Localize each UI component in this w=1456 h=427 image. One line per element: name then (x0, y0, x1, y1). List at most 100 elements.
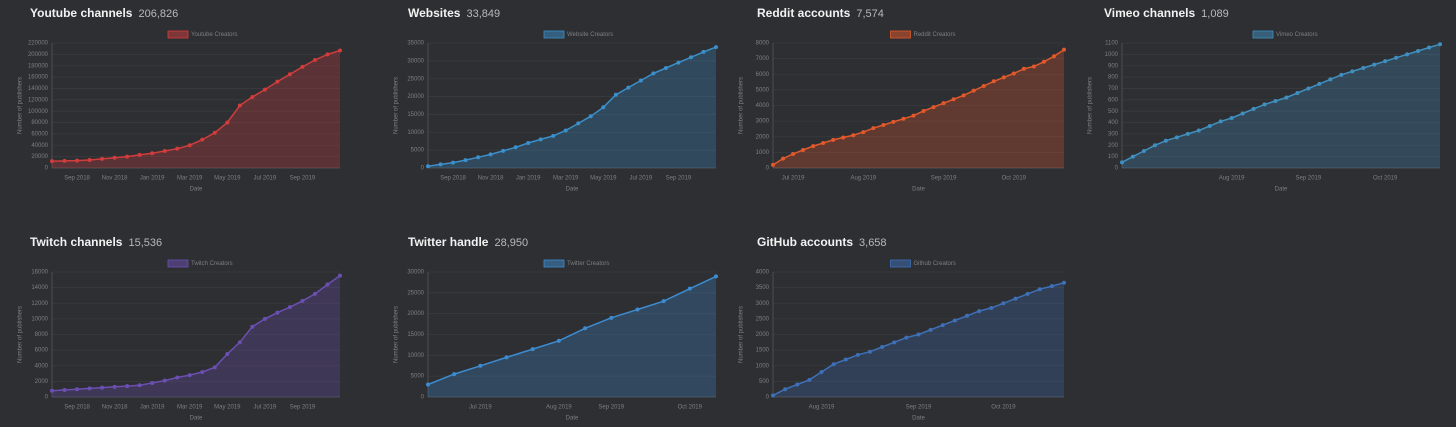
point (638, 78, 643, 83)
point (200, 137, 205, 142)
x-tick-label: Aug 2019 (546, 405, 572, 411)
y-tick-label: 10000 (407, 353, 424, 359)
x-axis-label: Date (912, 187, 925, 193)
y-tick-label: 3000 (756, 301, 770, 307)
y-tick-label: 30000 (407, 58, 424, 64)
y-tick-label: 0 (1115, 166, 1119, 172)
x-tick-label: Nov 2018 (478, 176, 504, 182)
point (162, 378, 167, 383)
y-tick-label: 500 (1108, 109, 1119, 115)
y-tick-label: 20000 (31, 154, 48, 160)
x-axis-label: Date (190, 187, 203, 193)
point (1328, 77, 1333, 82)
point (137, 383, 142, 388)
y-tick-label: 25000 (407, 76, 424, 82)
chart-title: Vimeo channels 1,089 (1104, 6, 1229, 20)
x-tick-label: Oct 2019 (678, 405, 703, 411)
x-tick-label: Sep 2018 (440, 176, 466, 182)
point (868, 349, 872, 354)
y-tick-label: 200000 (28, 52, 49, 58)
point (112, 155, 117, 160)
point (651, 71, 656, 76)
line (51, 274, 341, 392)
chart-title: Websites 33,849 (408, 6, 500, 20)
point (62, 158, 67, 163)
point (1306, 86, 1311, 91)
chart-title-text: Youtube channels (30, 6, 133, 20)
point (687, 286, 692, 291)
point (125, 154, 130, 159)
point (1339, 72, 1344, 77)
point (771, 393, 775, 398)
point (50, 388, 54, 393)
point (62, 387, 67, 392)
point (977, 309, 982, 314)
legend-swatch (543, 259, 565, 268)
point (881, 123, 886, 128)
point (714, 274, 718, 279)
point (588, 114, 593, 119)
x-axis-label: Date (1275, 187, 1288, 193)
y-tick-label: 5000 (756, 87, 770, 93)
point (583, 326, 588, 331)
point (438, 162, 443, 167)
point (1427, 45, 1432, 50)
y-tick-label: 2000 (756, 134, 770, 140)
point (175, 375, 180, 380)
point (478, 363, 483, 368)
x-tick-label: Jul 2019 (254, 405, 277, 411)
y-tick-label: 0 (45, 395, 49, 401)
point (1361, 66, 1366, 70)
x-tick-label: Jan 2019 (516, 176, 541, 182)
y-tick-label: 160000 (28, 75, 49, 81)
x-axis-label: Date (566, 416, 579, 422)
line (427, 46, 717, 167)
y-tick-label: 35000 (407, 41, 424, 47)
x-tick-label: Mar 2019 (177, 405, 203, 411)
point (1021, 66, 1026, 71)
point (150, 380, 155, 385)
point (551, 133, 556, 138)
point (989, 305, 994, 310)
point (1062, 47, 1066, 52)
point (187, 143, 192, 148)
y-tick-label: 0 (421, 395, 425, 401)
point (1284, 95, 1289, 100)
point (287, 72, 292, 77)
point (287, 305, 292, 310)
chart-count: 3,658 (859, 237, 887, 249)
point (162, 148, 167, 153)
point (1163, 138, 1168, 143)
point (1120, 160, 1124, 165)
chart-title: Reddit accounts 7,574 (757, 6, 884, 20)
legend-swatch (167, 30, 189, 39)
y-tick-label: 3000 (756, 119, 770, 125)
point (526, 141, 531, 145)
point (928, 327, 933, 332)
point (941, 101, 946, 106)
x-tick-label: Jul 2019 (469, 405, 492, 411)
y-tick-label: 140000 (28, 86, 49, 92)
y-tick-label: 40000 (31, 143, 48, 149)
point (1383, 59, 1388, 64)
point (1350, 69, 1355, 74)
line (51, 49, 341, 162)
point (701, 49, 706, 54)
point (100, 385, 105, 390)
x-tick-label: Sep 2019 (598, 405, 624, 411)
point (961, 93, 966, 98)
y-tick-label: 6000 (35, 348, 49, 354)
y-tick-label: 60000 (31, 131, 48, 137)
point (563, 128, 568, 133)
y-tick-label: 0 (421, 166, 425, 172)
x-tick-label: Nov 2018 (102, 405, 128, 411)
point (1001, 75, 1006, 80)
chart-title-text: GitHub accounts (757, 235, 853, 249)
point (851, 133, 856, 138)
point (137, 152, 142, 157)
legend-label: Github Creators (914, 261, 956, 267)
point (991, 79, 996, 84)
point (426, 382, 430, 387)
legend-label: Vimeo Creators (1276, 32, 1318, 38)
point (1049, 284, 1054, 289)
